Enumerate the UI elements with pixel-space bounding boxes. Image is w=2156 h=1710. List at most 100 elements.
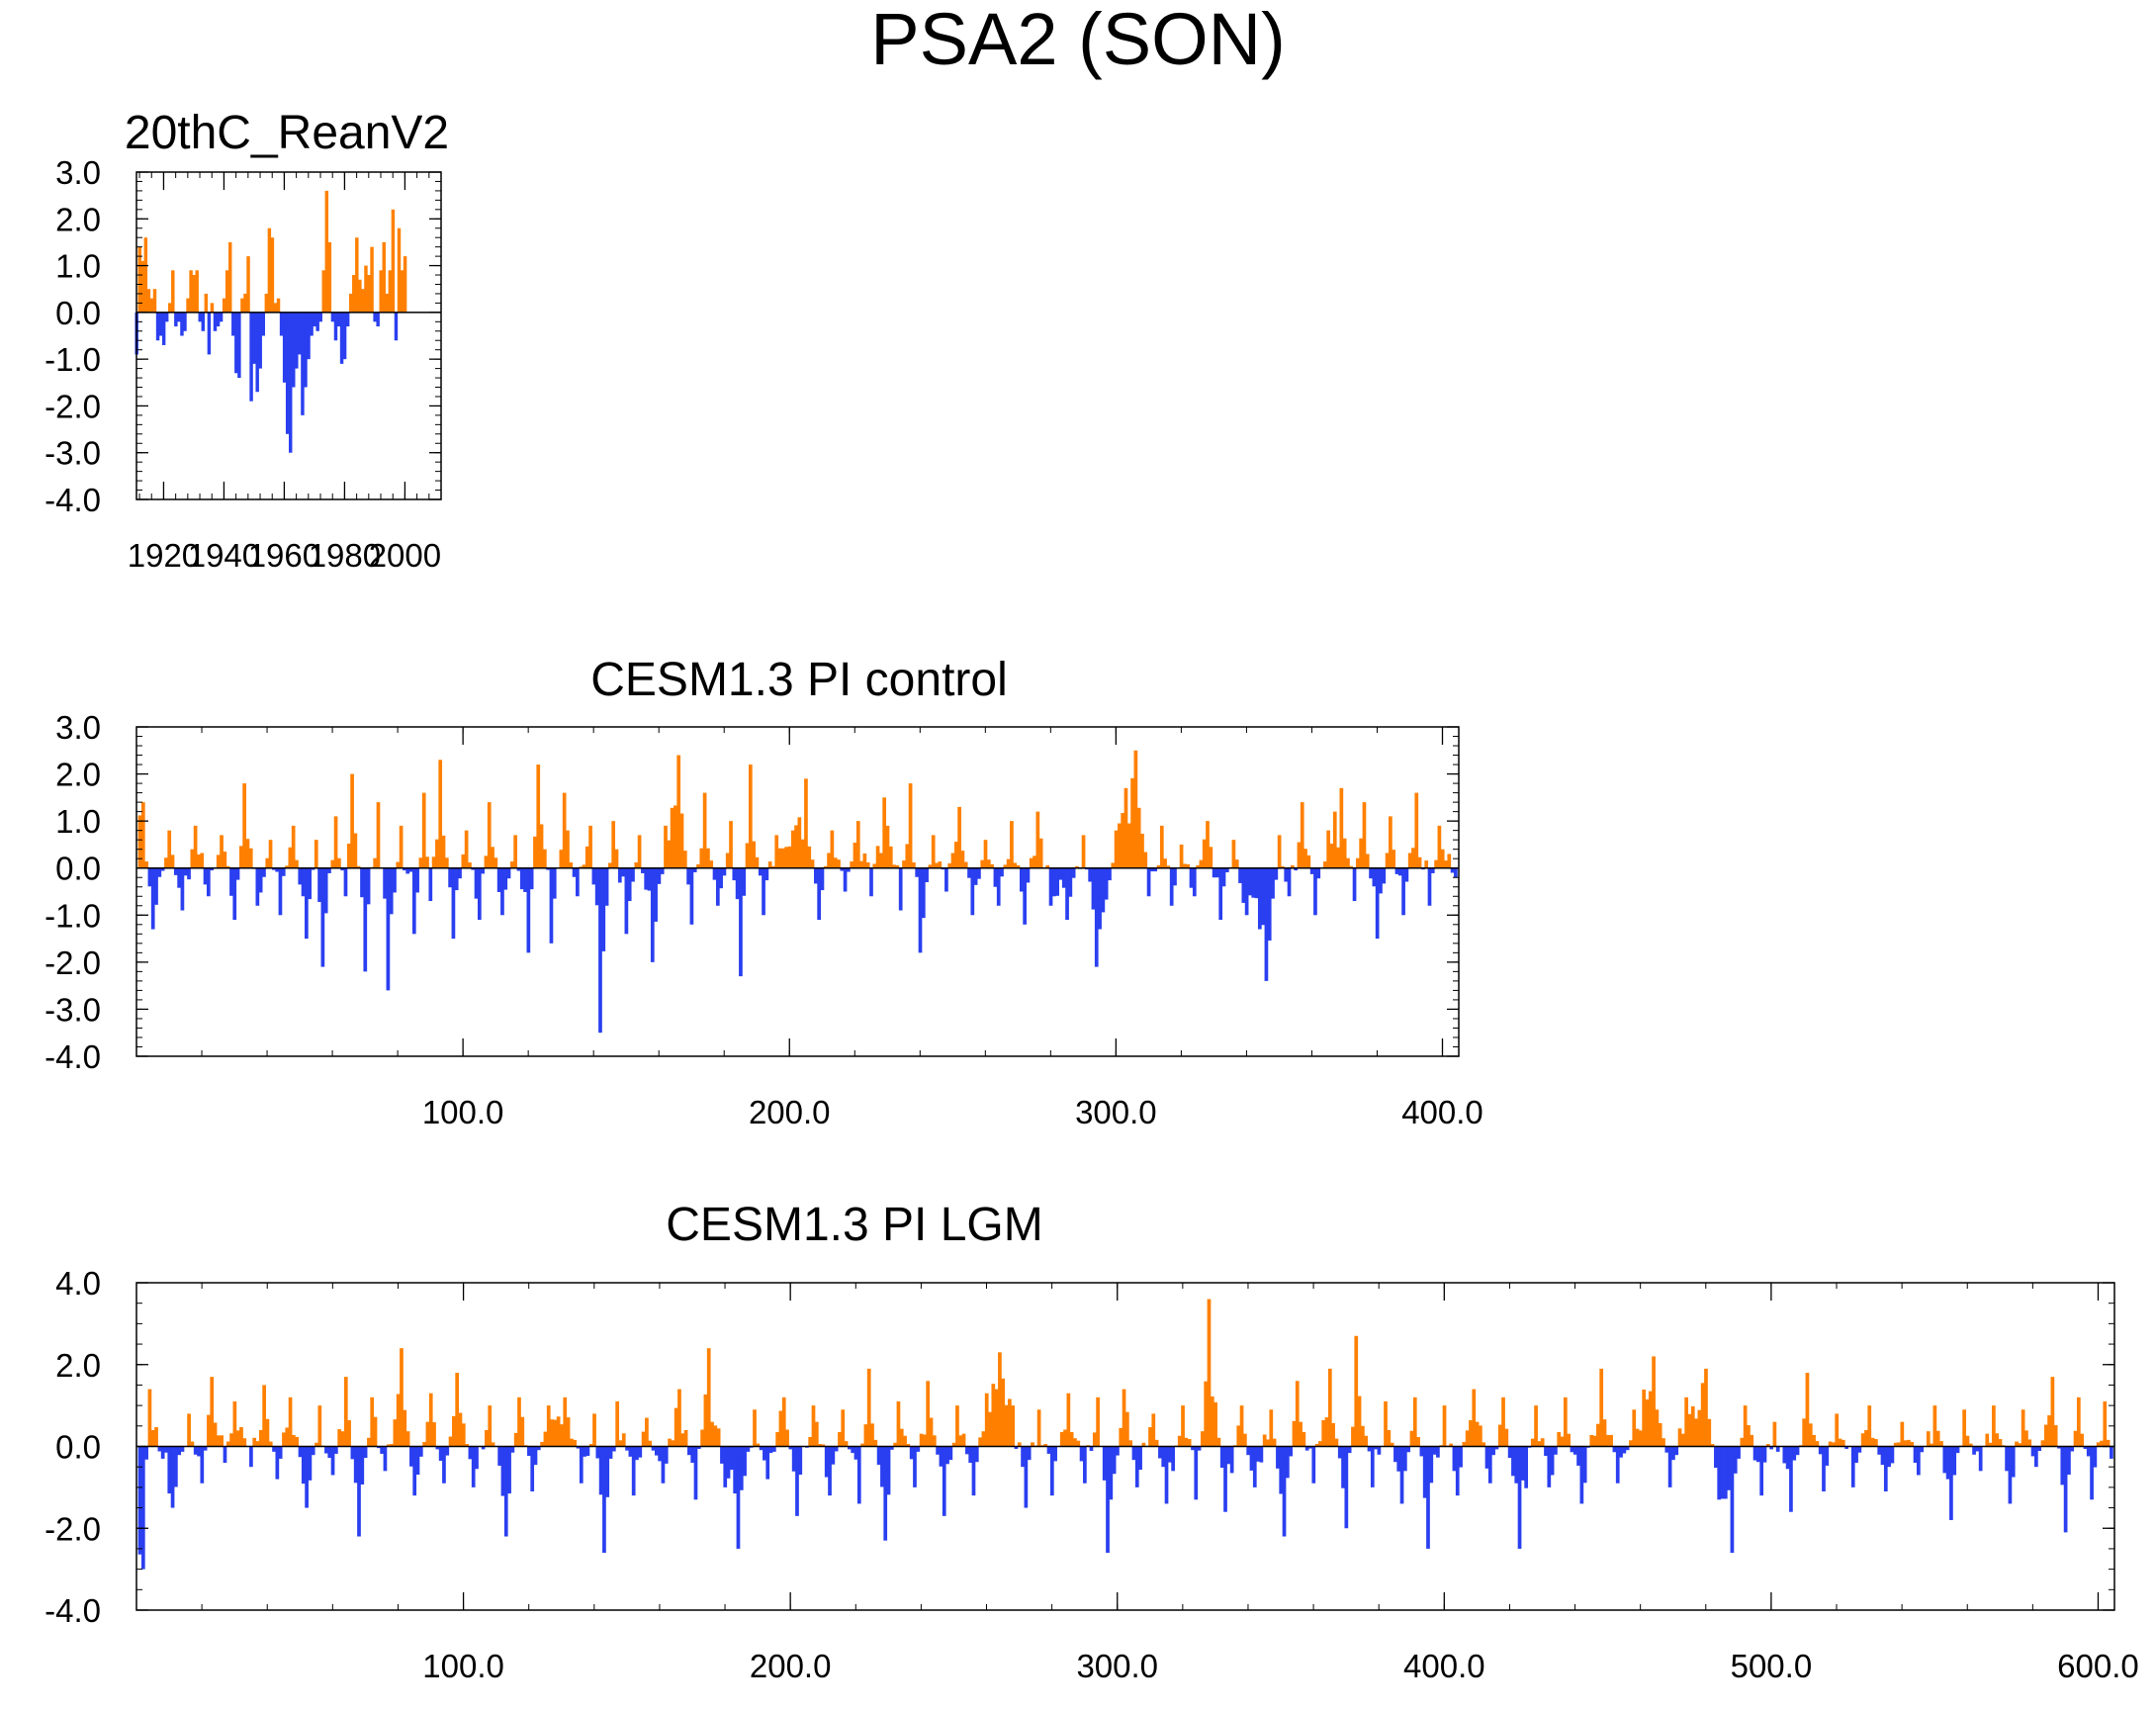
positive-bar bbox=[1655, 1409, 1660, 1447]
negative-bar bbox=[733, 1446, 738, 1494]
positive-bar bbox=[1069, 1432, 1074, 1447]
negative-bar bbox=[1952, 1446, 1957, 1476]
positive-bar bbox=[892, 864, 896, 868]
negative-bar bbox=[1890, 1446, 1895, 1464]
negative-bar bbox=[339, 312, 344, 364]
negative-bar bbox=[693, 1446, 698, 1500]
positive-bar bbox=[2076, 1396, 2081, 1447]
negative-bar bbox=[1083, 1446, 1087, 1484]
positive-bar bbox=[509, 861, 514, 868]
y-tick-label: -2.0 bbox=[45, 1510, 101, 1547]
negative-bar bbox=[474, 867, 479, 899]
positive-bar bbox=[1357, 1395, 1362, 1447]
negative-bar bbox=[1402, 1446, 1407, 1472]
negative-bar bbox=[516, 867, 521, 871]
y-tick-label: -1.0 bbox=[45, 897, 101, 934]
positive-bar bbox=[674, 1407, 678, 1447]
positive-bar bbox=[513, 835, 517, 868]
negative-bar bbox=[177, 867, 181, 888]
positive-bar bbox=[1361, 1425, 1365, 1447]
negative-bar bbox=[394, 312, 399, 341]
positive-bar bbox=[1092, 1432, 1097, 1447]
negative-bar bbox=[167, 1446, 172, 1494]
positive-bar bbox=[1151, 1413, 1156, 1447]
positive-bar bbox=[396, 861, 401, 868]
positive-bar bbox=[634, 862, 639, 868]
negative-bar bbox=[507, 1446, 511, 1494]
positive-bar bbox=[543, 1431, 548, 1447]
series-area bbox=[137, 750, 1458, 1034]
negative-bar bbox=[2067, 1446, 2071, 1476]
negative-bar bbox=[1316, 867, 1321, 879]
positive-bar bbox=[1066, 1393, 1071, 1447]
positive-bar bbox=[1632, 1409, 1637, 1447]
negative-bar bbox=[1344, 1446, 1349, 1529]
positive-bar bbox=[1154, 1439, 1159, 1447]
negative-bar bbox=[1304, 1446, 1309, 1451]
positive-bar bbox=[317, 1405, 322, 1447]
positive-bar bbox=[873, 1439, 878, 1447]
positive-bar bbox=[2027, 1439, 2032, 1447]
positive-bar bbox=[1504, 1428, 1509, 1447]
positive-bar bbox=[396, 1394, 401, 1447]
negative-bar bbox=[160, 1446, 165, 1459]
negative-bar bbox=[1576, 1446, 1580, 1466]
positive-bar bbox=[370, 1396, 375, 1447]
negative-bar bbox=[147, 867, 152, 887]
negative-bar bbox=[886, 1446, 891, 1495]
positive-bar bbox=[1639, 1430, 1643, 1447]
negative-bar bbox=[193, 1446, 198, 1455]
positive-bar bbox=[931, 835, 936, 868]
positive-bar bbox=[488, 1405, 493, 1447]
negative-bar bbox=[1079, 1446, 1084, 1462]
negative-bar bbox=[687, 1446, 691, 1456]
positive-bar bbox=[1864, 1429, 1868, 1447]
negative-bar bbox=[605, 1446, 610, 1497]
negative-bar bbox=[824, 1446, 829, 1478]
positive-bar bbox=[1812, 1434, 1816, 1447]
negative-bar bbox=[323, 867, 328, 914]
negative-bar bbox=[2057, 1446, 2061, 1449]
positive-bar bbox=[674, 805, 677, 868]
positive-bar bbox=[1126, 823, 1131, 868]
positive-bar bbox=[150, 1429, 155, 1447]
positive-bar bbox=[376, 802, 381, 868]
positive-bar bbox=[1331, 1422, 1335, 1447]
negative-bar bbox=[1455, 1446, 1460, 1496]
negative-bar bbox=[506, 867, 511, 879]
negative-bar bbox=[275, 867, 279, 872]
negative-bar bbox=[1026, 867, 1031, 883]
negative-bar bbox=[285, 312, 290, 434]
positive-bar bbox=[870, 1423, 874, 1447]
negative-bar bbox=[340, 867, 345, 871]
negative-bar bbox=[739, 1446, 744, 1490]
positive-bar bbox=[1130, 777, 1134, 868]
positive-bar bbox=[1184, 1437, 1189, 1447]
positive-bar bbox=[432, 1422, 436, 1447]
negative-bar bbox=[1224, 867, 1229, 872]
negative-bar bbox=[939, 1446, 943, 1467]
negative-bar bbox=[350, 1446, 355, 1460]
negative-bar bbox=[654, 867, 658, 922]
positive-bar bbox=[706, 1348, 711, 1447]
positive-bar bbox=[745, 843, 750, 868]
series-area bbox=[135, 190, 407, 453]
positive-bar bbox=[265, 857, 270, 868]
negative-bar bbox=[237, 312, 241, 379]
negative-bar bbox=[595, 1446, 600, 1459]
positive-bar bbox=[321, 270, 325, 313]
negative-bar bbox=[158, 312, 163, 336]
positive-bar bbox=[2021, 1409, 2025, 1447]
positive-bar bbox=[458, 1412, 463, 1447]
negative-bar bbox=[1169, 867, 1174, 906]
negative-bar bbox=[1053, 1446, 1057, 1462]
positive-bar bbox=[664, 825, 668, 868]
negative-bar bbox=[308, 1446, 313, 1481]
negative-bar bbox=[1341, 1446, 1345, 1488]
positive-bar bbox=[1860, 1433, 1865, 1447]
negative-bar bbox=[157, 867, 162, 877]
positive-bar bbox=[984, 1393, 989, 1447]
positive-bar bbox=[238, 846, 243, 868]
positive-bar bbox=[1004, 1404, 1009, 1447]
positive-bar bbox=[438, 760, 443, 868]
